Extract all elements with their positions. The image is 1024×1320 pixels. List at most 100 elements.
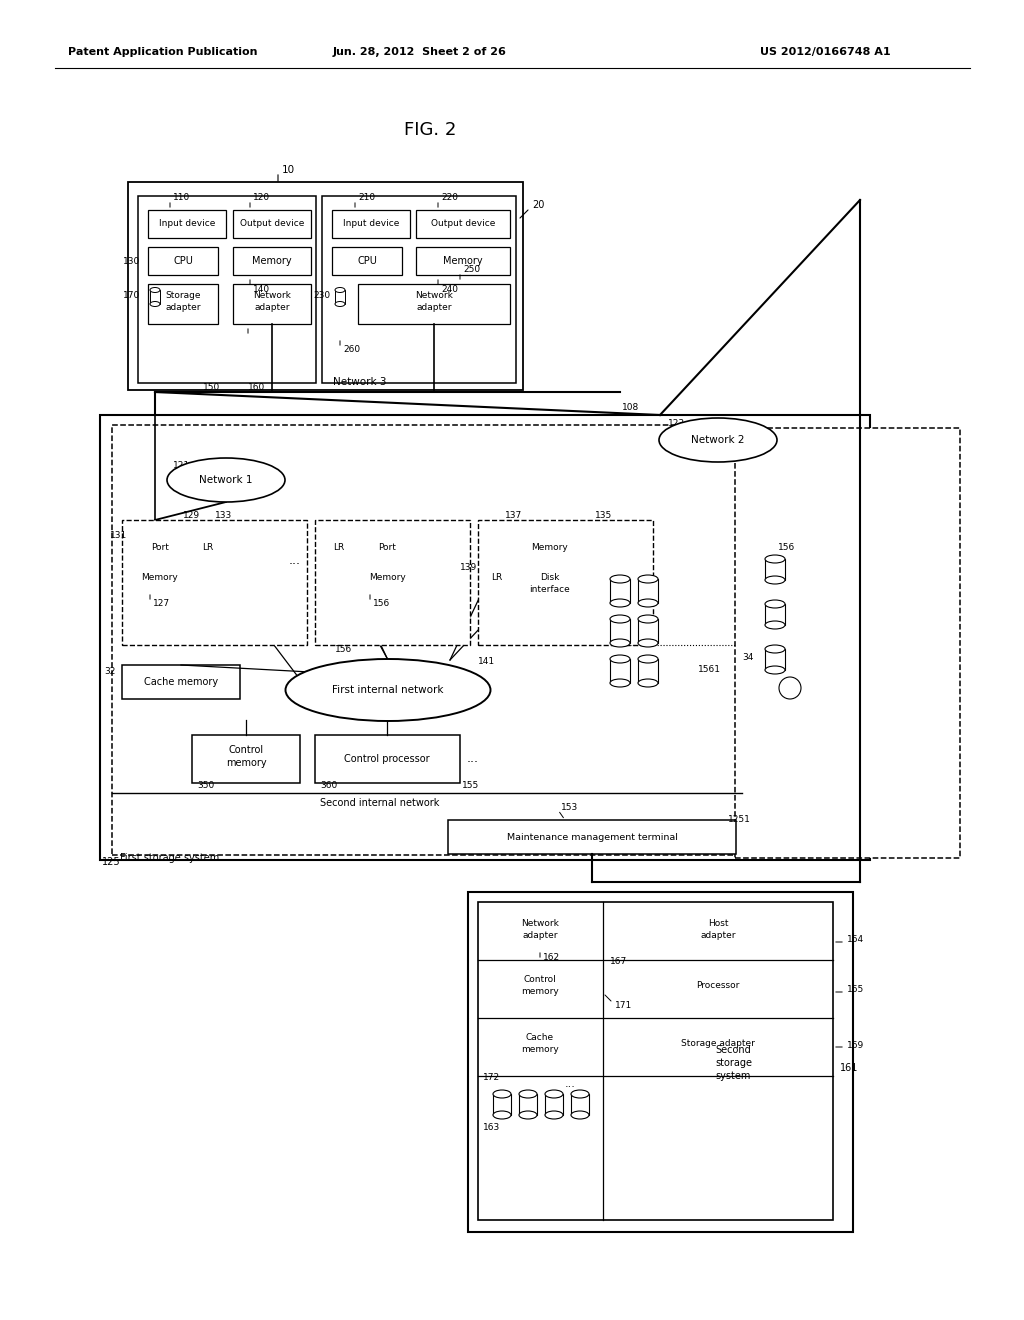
Bar [315, 735, 460, 783]
Text: Network 1: Network 1 [200, 475, 253, 484]
Ellipse shape [610, 655, 630, 663]
Bar [193, 735, 300, 783]
Bar [100, 414, 870, 861]
Ellipse shape [638, 655, 658, 663]
Text: 121: 121 [173, 461, 190, 470]
Ellipse shape [545, 1090, 563, 1098]
Text: adapter: adapter [700, 931, 736, 940]
Text: 161: 161 [840, 1063, 858, 1073]
Ellipse shape [335, 301, 345, 306]
Text: Storage: Storage [165, 292, 201, 301]
Bar [128, 182, 523, 389]
Ellipse shape [610, 599, 630, 607]
Text: Network: Network [253, 292, 291, 301]
Bar [735, 428, 961, 858]
Bar [315, 520, 470, 645]
Text: 133: 133 [215, 511, 232, 520]
Text: Cache memory: Cache memory [144, 677, 218, 686]
Text: 130: 130 [123, 256, 140, 265]
Text: Input device: Input device [343, 219, 399, 228]
Text: Network: Network [415, 292, 453, 301]
Ellipse shape [610, 615, 630, 623]
Text: Memory: Memory [369, 573, 406, 582]
Bar [133, 566, 188, 590]
Text: 350: 350 [197, 780, 214, 789]
Text: 155: 155 [462, 780, 479, 789]
Text: 129: 129 [183, 511, 200, 520]
Ellipse shape [765, 620, 785, 630]
Text: Patent Application Publication: Patent Application Publication [68, 48, 257, 57]
Bar [332, 247, 402, 275]
Ellipse shape [493, 1090, 511, 1098]
Bar [138, 195, 316, 383]
Text: Processor: Processor [696, 982, 739, 990]
Text: 165: 165 [847, 986, 864, 994]
Bar [233, 284, 311, 323]
Bar [638, 659, 658, 682]
Text: CPU: CPU [173, 256, 193, 267]
Text: First storage system: First storage system [120, 853, 219, 863]
Text: 110: 110 [173, 194, 190, 202]
Bar [571, 1094, 589, 1115]
Bar [194, 535, 222, 558]
Bar [360, 566, 415, 590]
Bar [449, 820, 736, 854]
Text: 20: 20 [532, 201, 545, 210]
Ellipse shape [335, 288, 345, 293]
Ellipse shape [150, 301, 160, 306]
Bar [638, 619, 658, 643]
Text: 260: 260 [343, 346, 360, 355]
Text: LR: LR [203, 543, 214, 552]
Bar [332, 210, 410, 238]
Bar [638, 579, 658, 603]
Bar [150, 290, 160, 304]
Bar [148, 210, 226, 238]
Text: CPU: CPU [357, 256, 377, 267]
Text: memory: memory [521, 1045, 559, 1055]
Text: 10: 10 [282, 165, 295, 176]
Bar [478, 520, 653, 645]
Ellipse shape [150, 288, 160, 293]
Ellipse shape [286, 659, 490, 721]
Text: 250: 250 [463, 265, 480, 275]
Text: Input device: Input device [159, 219, 215, 228]
Bar [519, 1094, 537, 1115]
Ellipse shape [638, 678, 658, 686]
Text: First internal network: First internal network [332, 685, 443, 696]
Ellipse shape [779, 677, 801, 700]
Text: 169: 169 [847, 1040, 864, 1049]
Text: 171: 171 [615, 1001, 632, 1010]
Ellipse shape [519, 1090, 537, 1098]
Text: Jun. 28, 2012  Sheet 2 of 26: Jun. 28, 2012 Sheet 2 of 26 [333, 48, 507, 57]
Text: Output device: Output device [431, 219, 496, 228]
Text: 360: 360 [319, 780, 337, 789]
Ellipse shape [765, 576, 785, 583]
Bar [233, 210, 311, 238]
Bar [765, 558, 785, 579]
Bar [233, 247, 311, 275]
Bar [468, 892, 853, 1232]
Text: adapter: adapter [254, 304, 290, 313]
Ellipse shape [167, 458, 285, 502]
Text: 32: 32 [104, 668, 116, 676]
Text: 139: 139 [460, 564, 477, 573]
Text: 167: 167 [610, 957, 628, 966]
Ellipse shape [638, 576, 658, 583]
Text: ...: ... [289, 553, 301, 566]
Text: ...: ... [467, 752, 479, 766]
Bar [610, 619, 630, 643]
Text: 141: 141 [478, 657, 496, 667]
Text: Memory: Memory [141, 573, 178, 582]
Text: Disk: Disk [541, 573, 560, 582]
Ellipse shape [638, 639, 658, 647]
Text: 140: 140 [253, 285, 270, 293]
Bar [148, 247, 218, 275]
Text: Port: Port [152, 543, 169, 552]
Text: Network: Network [521, 919, 559, 928]
Text: 135: 135 [595, 511, 612, 520]
Ellipse shape [765, 554, 785, 564]
Text: Network 2: Network 2 [691, 436, 744, 445]
Text: 170: 170 [123, 290, 140, 300]
Bar [493, 1094, 511, 1115]
Text: 1251: 1251 [728, 816, 751, 825]
